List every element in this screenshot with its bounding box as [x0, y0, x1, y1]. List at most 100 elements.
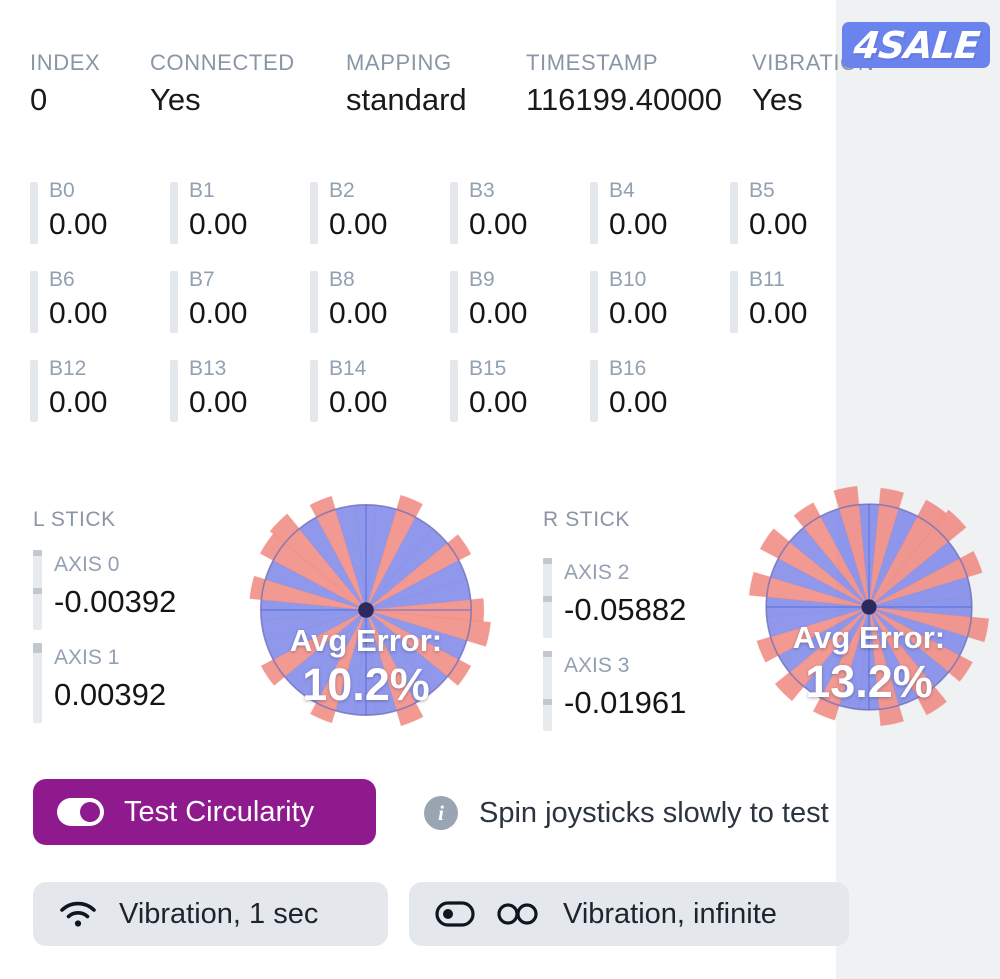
circularity-sector: [756, 606, 870, 663]
left-stick-section: L STICK AXIS 0 -0.00392 AXIS 1 0.00392: [33, 505, 176, 736]
circularity-sector: [309, 609, 367, 724]
button-value: 0.00: [749, 297, 808, 330]
button-name: B1: [189, 179, 215, 202]
sale-badge-text: 4SALE: [851, 23, 981, 67]
axis-level-bar: [543, 651, 552, 731]
button-cell-b3: B3 0.00: [450, 176, 590, 265]
right-stick-axes: AXIS 2 -0.05882 AXIS 3 -0.01961: [543, 558, 686, 731]
axis-level-bar: [543, 558, 552, 638]
left-stick-axes: AXIS 0 -0.00392 AXIS 1 0.00392: [33, 550, 176, 723]
axis-row-axis-1: AXIS 1 0.00392: [33, 643, 176, 723]
button-level-bar: [30, 360, 38, 422]
button-level-bar: [310, 182, 318, 244]
button-cell-b9: B9 0.00: [450, 265, 590, 354]
button-value: 0.00: [749, 208, 808, 241]
button-level-bar: [590, 271, 598, 333]
button-value: 0.00: [189, 386, 248, 419]
button-level-bar: [170, 182, 178, 244]
stat-label: TIMESTAMP: [526, 50, 659, 75]
circularity-sector: [759, 528, 870, 608]
button-level-bar: [450, 360, 458, 422]
axis-value: -0.00392: [54, 584, 177, 619]
button-name: B14: [329, 357, 367, 380]
button-cell-b1: B1 0.00: [170, 176, 310, 265]
right-stick-title: R STICK: [543, 508, 631, 531]
axis-marker: [543, 699, 552, 705]
button-name: B4: [609, 179, 635, 202]
button-cell-b12: B12 0.00: [30, 354, 170, 443]
axis-marker: [33, 647, 42, 653]
right-stick-section: R STICK AXIS 2 -0.05882 AXIS 3 -0.01961: [543, 508, 686, 744]
stat-label: INDEX: [30, 50, 101, 75]
button-name: B11: [749, 268, 785, 291]
button-value: 0.00: [49, 208, 108, 241]
vibration-1sec-button[interactable]: Vibration, 1 sec: [33, 882, 388, 946]
stat-value: 0: [30, 82, 48, 117]
test-circularity-button[interactable]: Test Circularity: [33, 779, 376, 845]
circularity-sector: [868, 550, 983, 608]
button-level-bar: [30, 182, 38, 244]
hint-text: Spin joysticks slowly to test: [479, 796, 829, 829]
button-value: 0.00: [189, 208, 248, 241]
axis-level-bar: [33, 643, 42, 723]
circularity-sector: [868, 487, 905, 608]
circularity-sector: [259, 533, 367, 611]
left-stick-circularity-chart: Avg Error: 10.2%: [232, 476, 500, 744]
button-value: 0.00: [329, 386, 388, 419]
stat-value: standard: [346, 82, 467, 117]
button-cell-b5: B5 0.00: [730, 176, 870, 265]
button-value: 0.00: [469, 297, 528, 330]
stat-label: MAPPING: [346, 50, 452, 75]
button-value: 0.00: [609, 297, 668, 330]
button-name: B10: [609, 268, 647, 291]
button-value: 0.00: [469, 386, 528, 419]
axis-name: AXIS 3: [564, 654, 630, 677]
stat-mapping: MAPPING standard: [346, 48, 526, 122]
gamepad-status-row: INDEX 0 CONNECTED Yes MAPPING standard TIMESTA…: [30, 48, 874, 122]
test-circularity-toggle[interactable]: [57, 798, 104, 826]
button-cell-b16: B16 0.00: [590, 354, 730, 443]
button-cell-b6: B6 0.00: [30, 265, 170, 354]
button-cell-b14: B14 0.00: [310, 354, 450, 443]
stat-value: Yes: [752, 82, 803, 117]
button-name: B12: [49, 357, 87, 380]
button-value: 0.00: [49, 297, 108, 330]
circularity-sector: [868, 606, 974, 683]
button-value: 0.00: [469, 208, 528, 241]
stat-value: Yes: [150, 82, 201, 117]
button-level-bar: [730, 271, 738, 333]
stat-timestamp: TIMESTAMP 116199.40000: [526, 48, 752, 122]
button-cell-b2: B2 0.00: [310, 176, 450, 265]
infinity-icon: [495, 901, 541, 927]
button-level-bar: [450, 271, 458, 333]
button-level-bar: [590, 360, 598, 422]
stat-index: INDEX 0: [30, 48, 150, 122]
axis-name: AXIS 0: [54, 553, 120, 576]
button-value: 0.00: [189, 297, 248, 330]
button-name: B13: [189, 357, 227, 380]
circularity-sector: [812, 606, 870, 721]
button-value: 0.00: [609, 208, 668, 241]
axis-row-axis-2: AXIS 2 -0.05882: [543, 558, 686, 638]
button-cell-b8: B8 0.00: [310, 265, 450, 354]
axis-value: -0.05882: [564, 592, 687, 627]
button-value: 0.00: [609, 386, 668, 419]
info-icon: i: [424, 796, 458, 830]
wifi-icon: [59, 899, 97, 929]
button-name: B7: [189, 268, 215, 291]
circularity-sector: [793, 502, 870, 608]
axis-name: AXIS 1: [54, 646, 120, 669]
vibration-infinite-button[interactable]: Vibration, infinite: [409, 882, 849, 946]
button-name: B9: [469, 268, 495, 291]
button-name: B6: [49, 268, 75, 291]
axis-value: 0.00392: [54, 677, 167, 712]
circularity-sector: [365, 533, 472, 611]
toggle-off-icon: [435, 901, 475, 927]
circularity-sector: [365, 494, 424, 611]
axis-marker: [543, 595, 552, 602]
circularity-sector: [868, 499, 947, 608]
button-level-bar: [310, 271, 318, 333]
hint-row: i Spin joysticks slowly to test: [424, 796, 829, 830]
circularity-sector: [868, 606, 905, 727]
